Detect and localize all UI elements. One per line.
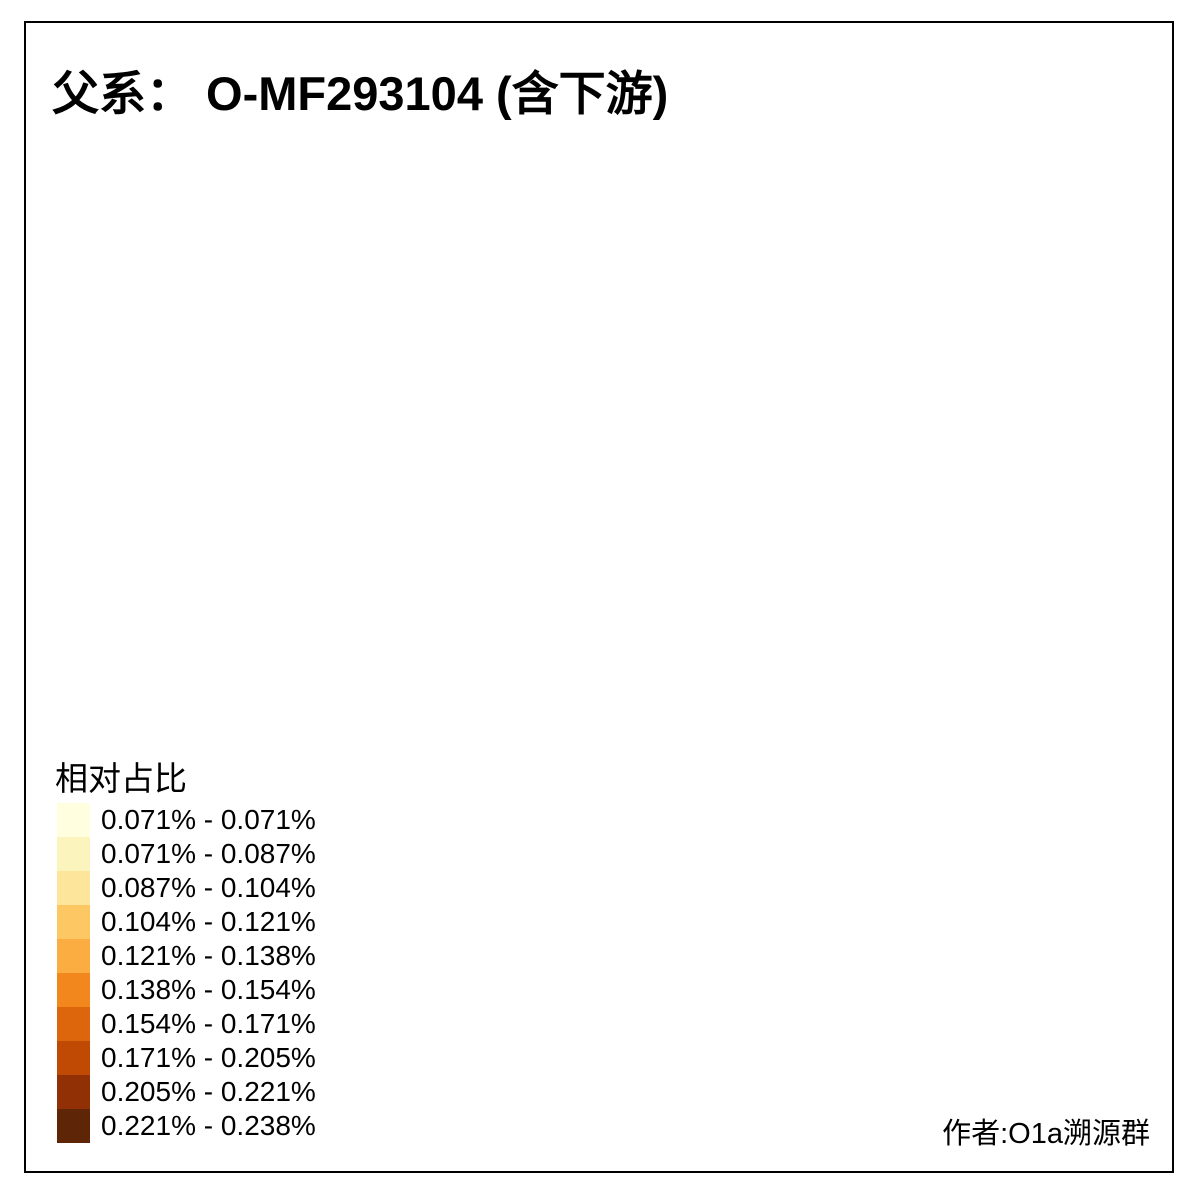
legend-row-3: 0.087% - 0.104%: [57, 871, 316, 905]
legend-row-2: 0.071% - 0.087%: [57, 837, 316, 871]
legend-swatch-1: [57, 803, 90, 837]
legend-row-5: 0.121% - 0.138%: [57, 939, 316, 973]
legend-row-9: 0.205% - 0.221%: [57, 1075, 316, 1109]
legend-label-6: 0.138% - 0.154%: [101, 974, 316, 1005]
legend: 相对占比 0.071% - 0.071% 0.071% - 0.087% 0.087…: [55, 752, 316, 1143]
legend-row-6: 0.138% - 0.154%: [57, 973, 316, 1007]
legend-label-2: 0.071% - 0.087%: [101, 838, 316, 869]
legend-label-5: 0.121% - 0.138%: [101, 940, 316, 971]
legend-row-10: 0.221% - 0.238%: [57, 1109, 316, 1143]
legend-row-1: 0.071% - 0.071%: [57, 803, 316, 837]
legend-label-7: 0.154% - 0.171%: [101, 1008, 316, 1039]
legend-swatch-8: [57, 1041, 90, 1075]
legend-label-10: 0.221% - 0.238%: [101, 1110, 316, 1141]
legend-rows: 0.071% - 0.071% 0.071% - 0.087% 0.087% - 0…: [57, 803, 316, 1143]
legend-label-3: 0.087% - 0.104%: [101, 872, 316, 903]
legend-title: 相对占比: [55, 760, 187, 797]
legend-swatch-2: [57, 837, 90, 871]
legend-swatch-10: [57, 1109, 90, 1143]
legend-swatch-5: [57, 939, 90, 973]
page-title: 父系： O-MF293104 (含下游): [52, 67, 669, 120]
legend-label-1: 0.071% - 0.071%: [101, 804, 316, 835]
attribution-text: 作者:O1a溯源群: [942, 1118, 1150, 1150]
legend-swatch-9: [57, 1075, 90, 1109]
legend-row-7: 0.154% - 0.171%: [57, 1007, 316, 1041]
legend-swatch-4: [57, 905, 90, 939]
legend-label-4: 0.104% - 0.121%: [101, 906, 316, 937]
legend-label-9: 0.205% - 0.221%: [101, 1076, 316, 1107]
plot-frame: [24, 21, 1174, 1173]
legend-row-4: 0.104% - 0.121%: [57, 905, 316, 939]
legend-swatch-3: [57, 871, 90, 905]
legend-label-8: 0.171% - 0.205%: [101, 1042, 316, 1073]
legend-swatch-7: [57, 1007, 90, 1041]
legend-swatch-6: [57, 973, 90, 1007]
legend-row-8: 0.171% - 0.205%: [57, 1041, 316, 1075]
